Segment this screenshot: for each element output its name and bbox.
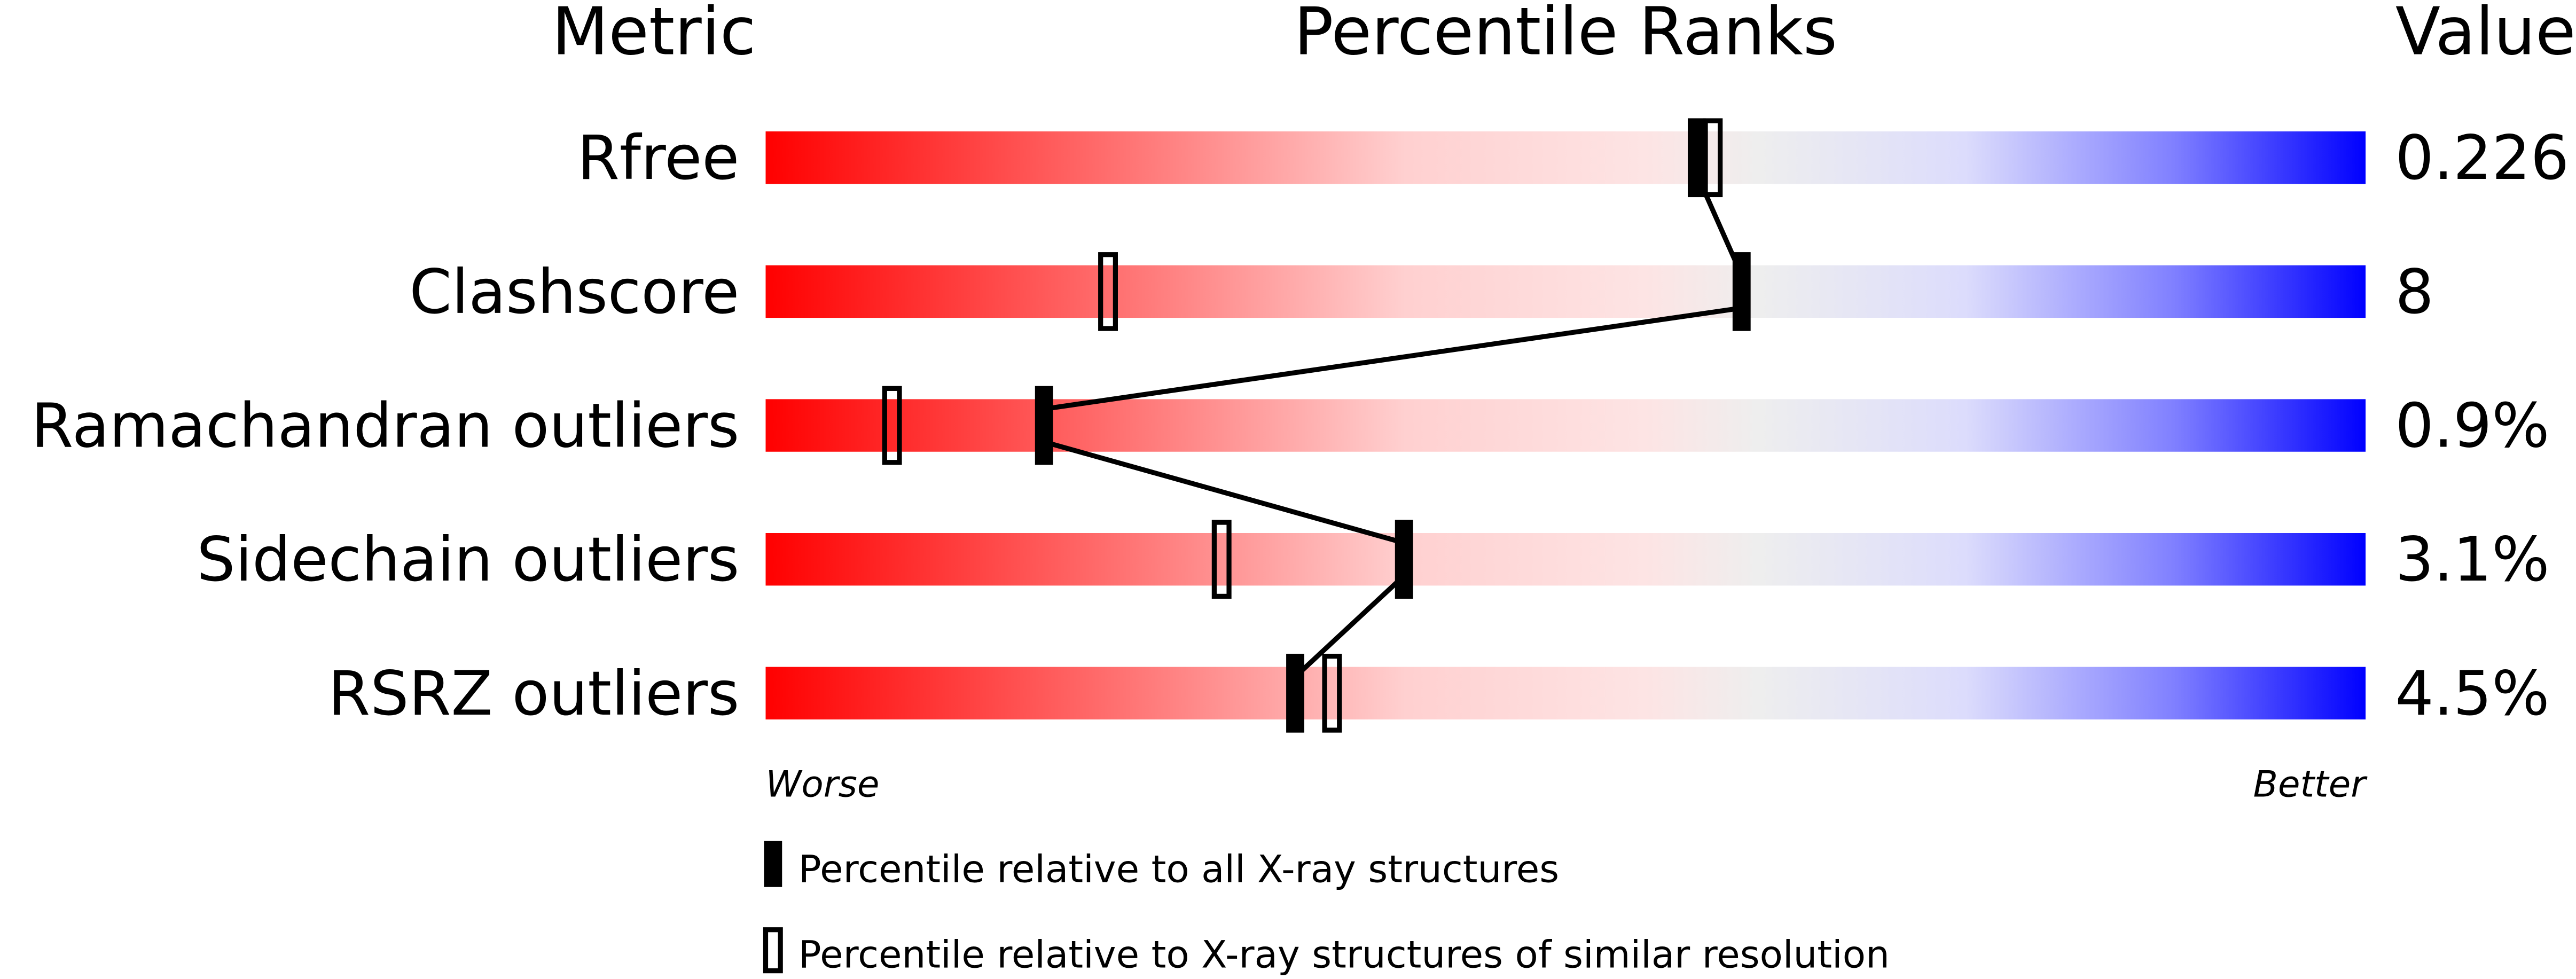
marker-all xyxy=(1732,252,1751,331)
marker-similar xyxy=(1211,520,1232,599)
percentile-bar xyxy=(765,533,2366,586)
worse-label: Worse xyxy=(765,763,879,805)
percentile-bar xyxy=(765,265,2366,318)
marker-all xyxy=(1035,386,1053,465)
legend-open-marker xyxy=(763,927,783,974)
header-metric: Metric xyxy=(552,0,756,70)
header-value: Value xyxy=(2395,0,2576,70)
marker-similar xyxy=(1322,654,1342,733)
metric-value: 4.5% xyxy=(2395,658,2549,729)
metric-label: RSRZ outliers xyxy=(328,658,739,729)
better-label: Better xyxy=(2253,763,2368,805)
metric-label: Rfree xyxy=(577,122,739,193)
metric-value: 0.226 xyxy=(2395,122,2569,193)
marker-all xyxy=(1687,118,1706,198)
connector-line xyxy=(1044,306,1742,412)
legend-label-similar: Percentile relative to X-ray structures … xyxy=(798,932,1890,976)
legend-filled-marker xyxy=(764,841,782,887)
legend-label-all: Percentile relative to all X-ray structu… xyxy=(798,847,1559,891)
header-percentile-ranks: Percentile Ranks xyxy=(1294,0,1837,70)
marker-similar xyxy=(1098,252,1118,331)
connector-line xyxy=(1293,574,1406,679)
metric-value: 8 xyxy=(2395,256,2433,327)
percentile-bar xyxy=(765,399,2366,452)
metric-label: Clashscore xyxy=(409,256,739,327)
percentile-bar xyxy=(765,667,2366,720)
marker-all xyxy=(1286,654,1304,733)
marker-similar xyxy=(882,386,902,465)
metric-label: Ramachandran outliers xyxy=(31,390,739,461)
metric-value: 0.9% xyxy=(2395,390,2549,461)
metric-label: Sidechain outliers xyxy=(197,524,739,595)
marker-similar xyxy=(1703,118,1723,198)
connector-line xyxy=(1043,439,1405,545)
metric-value: 3.1% xyxy=(2395,524,2549,595)
marker-all xyxy=(1395,520,1413,599)
percentile-bar xyxy=(765,131,2366,184)
